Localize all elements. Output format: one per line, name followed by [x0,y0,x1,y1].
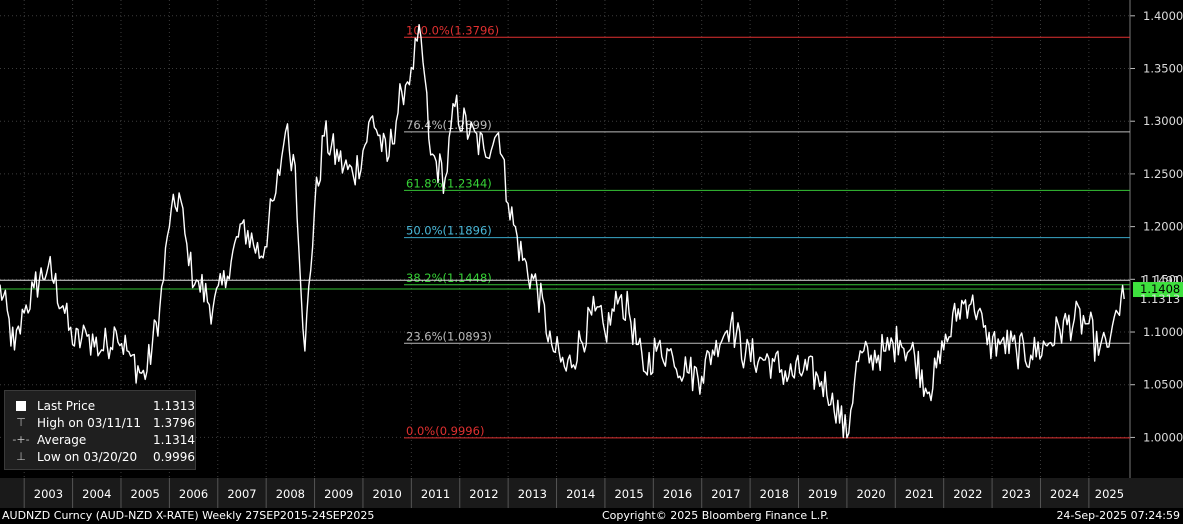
y-tick-label: 1.3500 [1143,62,1183,76]
right-value-label: 1.1408 [1140,282,1180,296]
x-tick-label: 2015 [614,487,643,501]
footer-timestamp: 24-Sep-2025 07:24:59 [1056,509,1180,522]
y-tick-label: 1.2000 [1143,220,1183,234]
x-axis-band [0,478,1183,508]
legend-label: High on 03/11/11 [37,416,142,430]
x-tick-label: 2025 [1095,487,1124,501]
legend-label: Low on 03/20/20 [37,450,138,464]
x-tick-label: 2012 [469,487,498,501]
average-marker-icon: -+- [12,433,30,446]
fib-level-label: 100.0%(1.3796) [406,23,499,37]
x-tick-label: 2007 [227,487,256,501]
legend-value: 1.3796 [153,416,195,430]
x-tick-label: 2009 [324,487,353,501]
x-tick-label: 2010 [373,487,402,501]
legend-value: 0.9996 [153,450,195,464]
x-tick-label: 2018 [760,487,789,501]
high-marker-icon: ⊤ [16,416,26,429]
x-tick-label: 2008 [276,487,305,501]
x-tick-label: 2024 [1050,487,1079,501]
x-tick-label: 2013 [518,487,547,501]
right-value-label: 1.1313 [1140,292,1180,306]
fib-level-label: 50.0%(1.1896) [406,224,492,238]
x-tick-label: 2003 [34,487,63,501]
legend-value: 1.1313 [153,399,195,413]
fib-level-label: 61.8%(1.2344) [406,176,492,190]
y-tick-label: 1.4000 [1143,9,1183,23]
legend-label: Last Price [37,399,96,413]
last-price-badge [1133,282,1183,298]
x-tick-label: 2017 [711,487,740,501]
x-tick-label: 2023 [1002,487,1031,501]
fib-level-label: 76.4%(1.2899) [406,118,492,132]
y-tick-label: 1.0000 [1143,430,1183,444]
y-tick-label: 1.1000 [1143,325,1183,339]
y-tick-label: 1.2500 [1143,167,1183,181]
x-tick-label: 2020 [856,487,885,501]
x-tick-label: 2016 [663,487,692,501]
y-tick-label: 1.0500 [1143,378,1183,392]
x-tick-label: 2004 [82,487,111,501]
x-tick-label: 2019 [808,487,837,501]
x-tick-label: 2014 [566,487,595,501]
legend-panel: Last Price 1.1313 ⊤ High on 03/11/11 1.3… [4,390,196,470]
footer-copyright: Copyright© 2025 Bloomberg Finance L.P. [602,509,829,522]
y-tick-label: 1.3000 [1143,114,1183,128]
price-series-line [0,24,1125,439]
fib-level-label: 0.0%(0.9996) [406,424,484,438]
x-tick-label: 2006 [179,487,208,501]
low-marker-icon: ⊥ [16,450,26,463]
x-tick-label: 2021 [905,487,934,501]
legend-value: 1.1314 [153,433,195,447]
square-icon [11,399,31,414]
legend-label: Average [37,433,87,447]
footer-security-info: AUDNZD Curncy (AUD-NZD X-RATE) Weekly 27… [2,509,375,522]
fib-level-label: 38.2%(1.1448) [406,271,492,285]
footer-bar: AUDNZD Curncy (AUD-NZD X-RATE) Weekly 27… [0,508,1183,524]
x-tick-label: 2011 [421,487,450,501]
x-tick-label: 2005 [131,487,160,501]
x-tick-label: 2022 [953,487,982,501]
fib-level-label: 23.6%(1.0893) [406,329,492,343]
